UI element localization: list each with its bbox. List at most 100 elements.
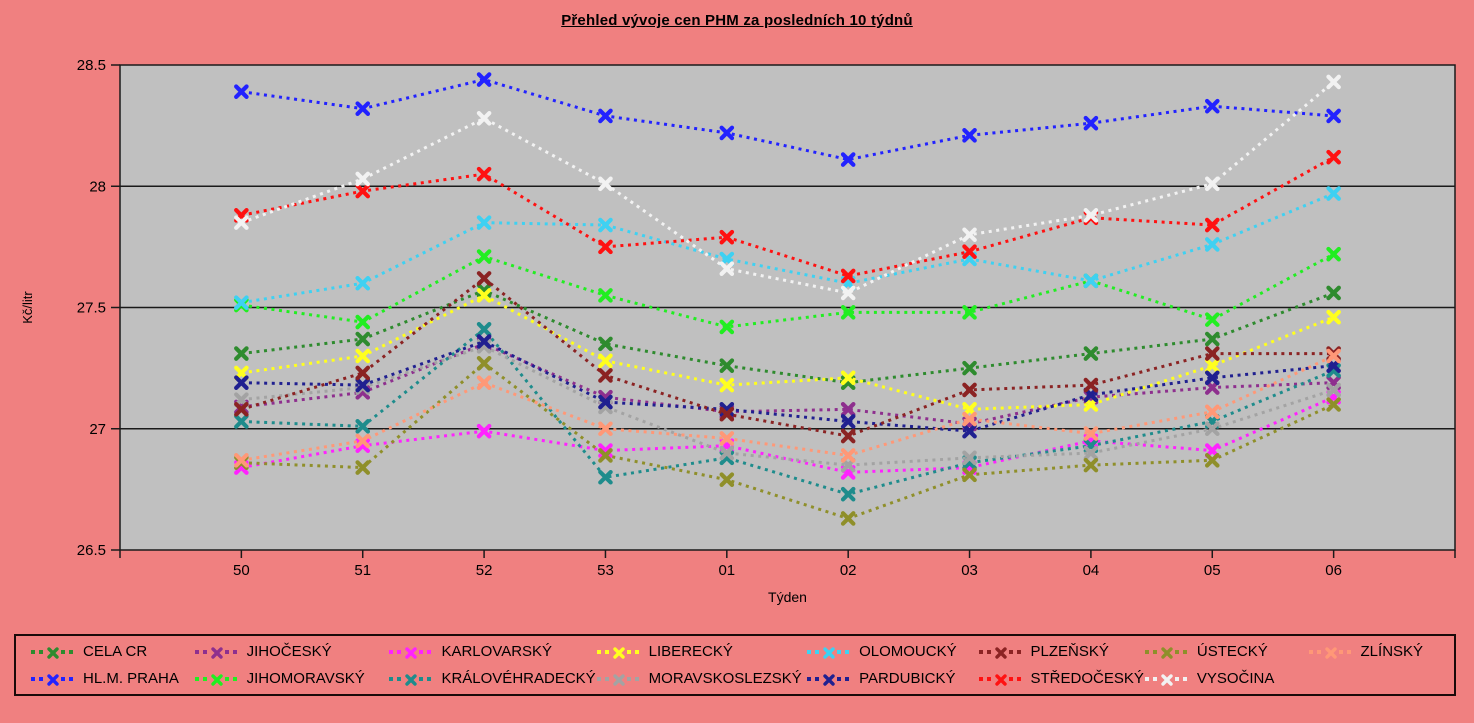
data-point-marker xyxy=(476,215,492,230)
series-line xyxy=(241,288,1335,385)
legend-dot xyxy=(389,676,394,681)
legend-item: JIHOMORAVSKÝ xyxy=(194,670,389,687)
data-point-marker xyxy=(355,314,371,330)
data-point-marker xyxy=(1326,246,1341,262)
legend-dot xyxy=(1144,676,1149,681)
data-point-marker xyxy=(1326,186,1341,201)
data-point-marker xyxy=(355,433,371,449)
legend-dot xyxy=(596,649,601,654)
data-point-marker xyxy=(598,108,613,124)
data-point-marker xyxy=(1204,98,1220,114)
data-point-marker xyxy=(476,375,492,390)
legend-dot xyxy=(634,649,639,654)
data-point-marker xyxy=(719,358,735,373)
data-point-marker xyxy=(1326,382,1341,398)
data-point-marker xyxy=(1204,176,1220,192)
legend-marker-icon xyxy=(596,646,639,659)
data-point-marker xyxy=(1326,74,1341,90)
data-point-marker xyxy=(1083,457,1099,473)
legend-dot xyxy=(1016,676,1021,681)
data-point-marker xyxy=(1083,377,1099,393)
data-point-marker xyxy=(234,402,249,417)
legend-x-marker xyxy=(823,673,835,686)
series-vyso-ina xyxy=(234,74,1341,301)
legend-dot xyxy=(61,649,65,654)
data-point-marker xyxy=(1204,370,1220,386)
legend-dot xyxy=(837,649,842,654)
data-point-marker xyxy=(598,239,613,255)
series-line xyxy=(241,344,1335,467)
data-point-marker xyxy=(355,331,371,347)
x-tick-label: 02 xyxy=(840,562,857,579)
data-point-marker xyxy=(719,472,735,487)
legend-dot xyxy=(224,676,229,681)
legend-label: JIHOČESKÝ xyxy=(246,643,332,660)
legend-x-marker xyxy=(823,646,835,659)
data-point-marker xyxy=(1326,108,1341,124)
x-tick-label: 52 xyxy=(476,562,493,579)
data-point-marker xyxy=(1204,331,1220,347)
data-point-marker xyxy=(476,423,492,439)
legend-x-marker xyxy=(1161,673,1173,686)
legend-dot xyxy=(1152,649,1157,654)
data-point-marker xyxy=(1326,348,1341,364)
data-point-marker xyxy=(234,84,249,99)
data-point-marker xyxy=(719,319,735,335)
legend-marker-icon xyxy=(31,646,73,659)
legend-label: OLOMOUCKÝ xyxy=(859,643,957,660)
legend-dot xyxy=(31,649,35,654)
data-point-marker xyxy=(234,346,249,361)
legend-dot xyxy=(232,649,237,654)
data-point-marker xyxy=(476,166,492,182)
legend-x-marker xyxy=(1161,646,1173,659)
data-point-marker xyxy=(355,377,371,393)
legend-item: VYSOČINA xyxy=(1144,670,1308,687)
legend-x-marker xyxy=(47,646,59,659)
legend-dot xyxy=(419,676,424,681)
series-line xyxy=(241,361,1335,521)
legend-label: VYSOČINA xyxy=(1196,670,1275,687)
x-axis-label: Týden xyxy=(768,589,807,605)
legend-marker-icon xyxy=(596,673,639,686)
data-point-marker xyxy=(234,452,249,468)
series-zl-nsk- xyxy=(234,348,1341,468)
legend-item: CELA CR xyxy=(30,643,194,660)
legend-dot xyxy=(837,676,842,681)
legend-dot xyxy=(626,676,631,681)
data-point-marker xyxy=(1204,312,1220,327)
legend-marker-icon xyxy=(978,673,1021,686)
x-tick-label: 51 xyxy=(354,562,371,579)
data-point-marker xyxy=(1326,397,1341,412)
data-point-marker xyxy=(719,406,735,422)
series-line xyxy=(241,155,1335,278)
y-tick-label: 26.5 xyxy=(77,542,106,559)
legend-marker-icon xyxy=(1144,646,1187,659)
legend-item: KARLOVARSKÝ xyxy=(388,643,595,660)
legend-marker-icon xyxy=(389,646,432,659)
legend-dot xyxy=(202,649,207,654)
data-point-marker xyxy=(476,72,492,87)
legend-dot xyxy=(978,676,983,681)
data-point-marker xyxy=(355,275,371,291)
legend-dot xyxy=(1182,649,1187,654)
legend-dot xyxy=(397,649,402,654)
series-hl-m-praha xyxy=(234,72,1341,167)
legend-dot xyxy=(427,649,432,654)
legend-x-marker xyxy=(612,673,625,686)
data-point-marker xyxy=(719,431,735,446)
legend-dot xyxy=(596,676,601,681)
legend-dot xyxy=(194,649,199,654)
legend-label: ÚSTECKÝ xyxy=(1196,643,1268,660)
legend-dot xyxy=(634,676,639,681)
data-point-marker xyxy=(355,101,371,116)
legend-dot xyxy=(194,676,199,681)
legend-item: ZLÍNSKÝ xyxy=(1308,643,1440,660)
legend-item: KRÁLOVÉHRADECKÝ xyxy=(388,670,596,687)
x-tick-label: 03 xyxy=(961,562,978,579)
legend-label: ZLÍNSKÝ xyxy=(1360,643,1424,660)
series-line xyxy=(241,395,1335,474)
price-chart: 26.5 27 27.5 28 28.5 50 51 52 53 01 02 03 04 05 06 Týde… xyxy=(20,57,1456,605)
legend-marker-icon xyxy=(194,646,237,659)
data-point-marker xyxy=(598,394,613,410)
legend-dot xyxy=(815,649,820,654)
